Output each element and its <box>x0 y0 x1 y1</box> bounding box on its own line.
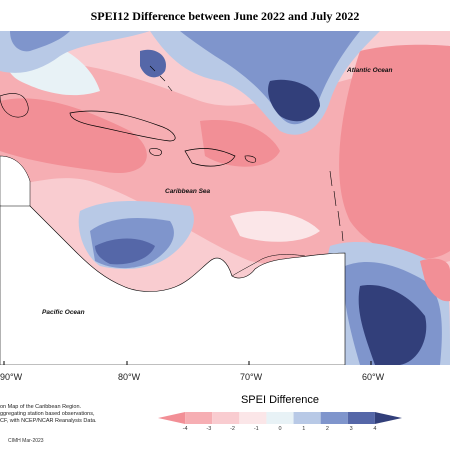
colorbar-title: SPEI Difference <box>240 394 320 406</box>
anomaly-region-deep-pink-east <box>339 44 450 260</box>
colorbar-segment <box>212 412 240 424</box>
colorbar-segment <box>320 412 348 424</box>
map-notes: on Map of the Caribbean Region. ggregati… <box>0 404 97 425</box>
colorbar-tick-label: -1 <box>253 426 259 432</box>
map-title: SPEI12 Difference between June 2022 and … <box>90 9 360 23</box>
colorbar-segment <box>158 412 186 424</box>
longitude-label-60w: 60°W <box>362 372 385 382</box>
anomaly-region-blue-bahamas <box>140 49 166 78</box>
credit-text: CIMH Mar-2023 <box>8 438 44 444</box>
colorbar-tick-label: 0 <box>278 426 282 432</box>
label-caribbean-sea: Caribbean Sea <box>165 188 211 195</box>
anomaly-region-blue-ca-core <box>95 238 155 265</box>
longitude-label-70w: 70°W <box>240 372 263 382</box>
coastline-colombia <box>231 254 306 277</box>
note-line-3: CF, with NCEP/NCAR Reanalysis Data. <box>0 418 97 424</box>
anomaly-region-blue-nw-inner <box>10 31 70 52</box>
island-jamaica <box>149 148 162 156</box>
longitude-label-90w: 90°W <box>0 372 23 382</box>
map-area: Atlantic Ocean Caribbean Sea Pacific Oce… <box>0 31 450 365</box>
island-hispaniola <box>184 148 236 167</box>
lesser-antilles <box>329 170 344 242</box>
colorbar-tick-label: 2 <box>325 426 329 432</box>
island-puerto-rico <box>244 155 257 163</box>
colorbar-tick-label: -2 <box>230 426 235 432</box>
colorbar <box>150 410 410 446</box>
label-atlantic-ocean: Atlantic Ocean <box>347 67 393 74</box>
longitude-label-80w: 80°W <box>118 372 141 382</box>
anomaly-region-pink <box>0 61 450 273</box>
anomaly-region-deep-pink <box>0 98 147 173</box>
anomaly-region-deep-pink-center <box>200 120 280 167</box>
colorbar-tick-label: -4 <box>182 426 188 432</box>
colorbar-segment <box>374 412 402 424</box>
anomaly-region-blue-se-core <box>358 285 427 365</box>
anomaly-region-pink-trinidad <box>420 258 450 302</box>
note-line-1: on Map of the Caribbean Region. <box>0 404 82 410</box>
land-florida <box>0 93 29 118</box>
colorbar-segment <box>266 412 294 424</box>
colorbar-tick-label: 4 <box>373 426 377 432</box>
bahamas-islands <box>149 65 173 92</box>
colorbar-segment <box>293 412 321 424</box>
anomaly-region-blue-north-core <box>268 79 320 122</box>
anomaly-region-light-south <box>230 211 320 242</box>
colorbar-tick-label: 1 <box>302 426 306 432</box>
label-pacific-ocean: Pacific Ocean <box>42 309 85 316</box>
colorbar-tick-label: -3 <box>206 426 212 432</box>
island-cuba <box>69 110 176 142</box>
colorbar-segment <box>239 412 267 424</box>
colorbar-segment <box>185 412 213 424</box>
colorbar-segment <box>347 412 375 424</box>
note-line-2: ggregating station based observations, <box>0 411 95 417</box>
colorbar-tick-label: 3 <box>349 426 353 432</box>
land-central-america <box>0 205 346 365</box>
